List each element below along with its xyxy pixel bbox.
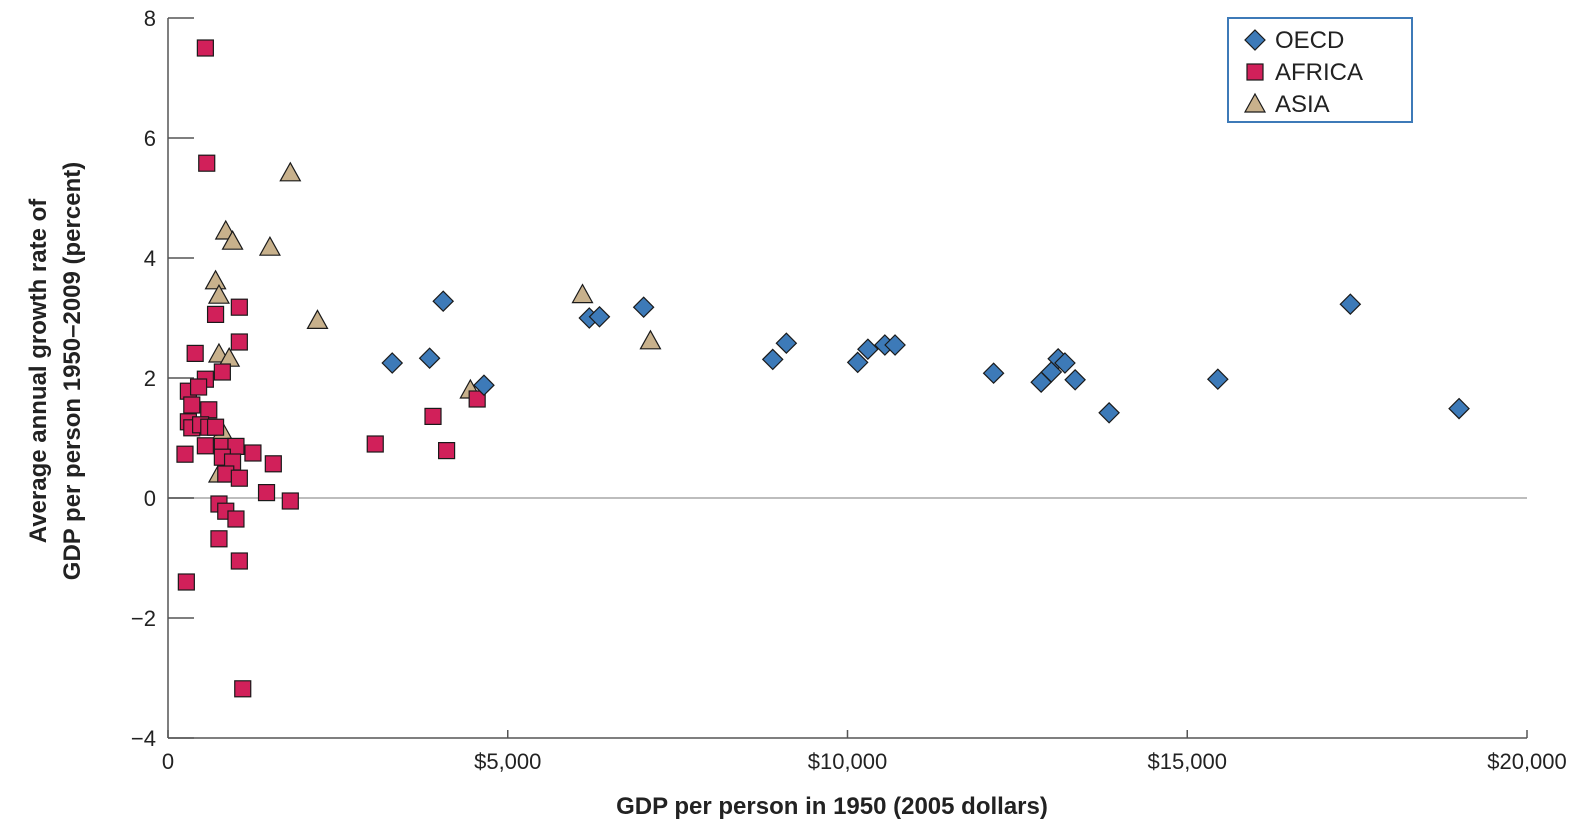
axes: −4 −2 0 2 4 6 8 0 $5,000 $10,000 $15,000 $20,000	[131, 6, 1567, 774]
legend-label-asia: ASIA	[1275, 91, 1330, 118]
y-tick-label: 0	[144, 486, 156, 511]
africa-point	[468, 390, 486, 408]
legend-label-africa: AFRICA	[1275, 59, 1363, 86]
africa-point	[230, 298, 248, 316]
oecd-point	[857, 338, 879, 361]
x-tick-label: $15,000	[1147, 749, 1227, 774]
oecd-point	[884, 334, 906, 356]
africa-point	[437, 442, 456, 460]
africa-point	[424, 407, 442, 425]
oecd-point	[632, 296, 655, 319]
africa-point	[196, 437, 214, 455]
africa-point	[213, 363, 231, 381]
asia-point	[204, 269, 227, 290]
legend-marker-asia	[1243, 92, 1267, 113]
asia-point	[571, 283, 594, 304]
y-tick-label: 4	[144, 246, 156, 271]
legend: OECD AFRICA ASIA	[1227, 17, 1413, 123]
oecd-point	[1098, 401, 1120, 424]
asia-point	[279, 161, 302, 182]
legend-label-oecd: OECD	[1275, 27, 1344, 54]
asia-point	[258, 235, 281, 256]
x-tick-label: 0	[162, 749, 174, 774]
africa-point	[177, 573, 195, 591]
oecd-point	[1206, 368, 1229, 391]
africa-point	[183, 396, 201, 414]
africa-point	[200, 401, 218, 419]
africa-point	[230, 333, 248, 351]
y-axis-title-line-1: Average annual growth rate of	[25, 198, 52, 544]
x-tick-label: $20,000	[1487, 749, 1567, 774]
asia-point	[207, 283, 230, 304]
africa-point	[230, 552, 248, 570]
africa-point	[206, 305, 225, 323]
africa-point	[186, 344, 204, 362]
oecd-point	[418, 347, 441, 370]
africa-point	[366, 435, 384, 453]
oecd-point	[432, 290, 455, 313]
oecd-point	[1448, 397, 1470, 420]
y-axis-title: Average annual growth rate of GDP per pe…	[25, 162, 86, 580]
legend-marker-africa	[1246, 63, 1264, 81]
asia-point	[221, 229, 244, 250]
africa-point	[176, 445, 194, 463]
oecd-point	[1064, 368, 1086, 391]
oecd-point	[761, 348, 784, 371]
oecd-point	[473, 374, 495, 397]
africa-point	[206, 418, 225, 436]
oecd-point	[1054, 352, 1076, 374]
africa-point	[198, 154, 216, 172]
oecd-point	[775, 332, 798, 355]
x-tick-label: $10,000	[808, 749, 888, 774]
africa-point	[196, 39, 214, 57]
africa-point	[281, 492, 299, 510]
legend-item-oecd: OECD	[1244, 27, 1344, 54]
oecd-point	[982, 362, 1005, 385]
oecd-point	[846, 351, 869, 374]
y-tick-label: 2	[144, 366, 156, 391]
y-axis-title-line-2: GDP per person 1950–2009 (percent)	[59, 162, 86, 580]
africa-point	[210, 530, 228, 548]
africa-point	[189, 378, 208, 396]
legend-marker-oecd	[1244, 29, 1266, 51]
y-tick-label: 6	[144, 126, 156, 151]
legend-item-asia: ASIA	[1243, 91, 1330, 118]
oecd-point	[381, 352, 404, 374]
africa-point	[264, 455, 282, 473]
africa-point	[234, 680, 252, 698]
africa-point	[230, 469, 248, 487]
y-tick-label: −2	[131, 606, 156, 631]
oecd-point	[588, 305, 611, 328]
africa-point	[244, 444, 262, 462]
x-tick-label: $5,000	[474, 749, 541, 774]
series-africa	[176, 39, 486, 698]
africa-point	[227, 510, 245, 528]
asia-point	[306, 309, 329, 329]
data-points	[176, 39, 1470, 698]
y-tick-label: −4	[131, 726, 156, 751]
series-oecd	[381, 290, 1470, 424]
asia-point	[639, 329, 662, 350]
x-axis-title: GDP per person in 1950 (2005 dollars)	[616, 793, 1048, 820]
oecd-point	[1339, 293, 1362, 316]
legend-item-africa: AFRICA	[1246, 59, 1363, 86]
y-tick-label: 8	[144, 6, 156, 31]
africa-point	[257, 484, 276, 502]
